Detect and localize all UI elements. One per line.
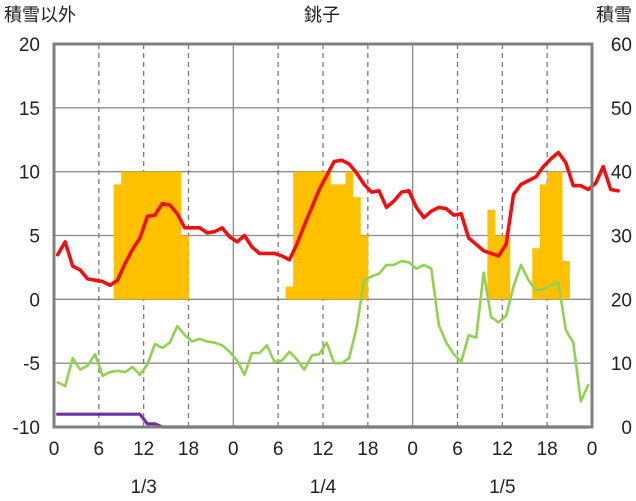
y-right-tick-label: 50: [611, 99, 632, 120]
x-hour-ticks: 0 6 12 18 0 6 12 18 0 6 12 18 0: [49, 439, 598, 460]
bar: [121, 171, 130, 300]
plot-frame: [52, 42, 594, 429]
y-right-axis-label: 積雪: [596, 5, 632, 26]
y-left-tick-label: 20: [19, 35, 40, 56]
bar: [113, 184, 122, 300]
bar: [300, 171, 309, 300]
x-tick-label: 0: [49, 439, 60, 460]
y-left-tick-label: 5: [29, 227, 40, 248]
chart-title: 銚子: [304, 5, 340, 26]
x-tick-label: 6: [94, 439, 105, 460]
x-tick-label: 12: [312, 439, 333, 460]
y-left-tick-label: 0: [29, 290, 40, 311]
bar: [352, 197, 361, 300]
bar: [337, 184, 346, 300]
date-label: 1/4: [310, 477, 337, 498]
x-tick-label: 12: [133, 439, 154, 460]
series-line-1: [56, 259, 590, 403]
bar: [143, 171, 152, 300]
y-right-tick-label: 20: [611, 290, 632, 311]
bar: [502, 235, 511, 300]
x-tick-label: 18: [178, 439, 199, 460]
x-tick-label: 18: [537, 439, 558, 460]
bar: [562, 261, 570, 300]
date-label: 1/3: [130, 477, 156, 498]
y-left-ticks: 20 15 10 5 0 -5 -10: [13, 35, 40, 439]
bar: [532, 248, 541, 300]
bar: [330, 184, 339, 300]
bar: [494, 235, 503, 300]
date-label: 1/5: [489, 477, 515, 498]
y-left-axis-label: 積雪以外: [4, 5, 76, 26]
bar: [323, 171, 331, 300]
x-tick-label: 6: [452, 439, 463, 460]
snow-bars: [113, 171, 570, 300]
y-right-tick-label: 60: [611, 35, 632, 56]
bar: [181, 235, 189, 300]
x-tick-label: 18: [357, 439, 378, 460]
date-labels: 1/3 1/4 1/5: [130, 477, 515, 498]
x-tick-label: 12: [492, 439, 513, 460]
bar: [285, 286, 294, 300]
bar: [166, 171, 174, 300]
bar: [151, 171, 160, 300]
y-left-tick-label: -10: [13, 418, 40, 439]
bar: [547, 171, 556, 300]
bar: [158, 171, 167, 300]
x-tick-label: 6: [273, 439, 284, 460]
bar: [554, 171, 563, 300]
bar: [293, 171, 301, 300]
x-tick-label: 0: [587, 439, 598, 460]
bar: [360, 235, 369, 300]
bar: [308, 171, 316, 300]
y-right-ticks: 60 50 40 30 20 10 0: [611, 35, 632, 439]
bar: [173, 171, 182, 300]
bar: [539, 184, 548, 300]
series-line-0: [55, 150, 621, 288]
x-tick-label: 0: [228, 439, 239, 460]
y-right-tick-label: 40: [611, 163, 632, 184]
y-left-tick-label: 10: [19, 163, 40, 184]
y-left-tick-label: 15: [19, 99, 40, 120]
bar: [345, 171, 354, 300]
bar: [128, 171, 137, 300]
y-left-tick-label: -5: [23, 354, 40, 375]
y-right-tick-label: 0: [621, 418, 632, 439]
bar: [315, 171, 324, 300]
y-right-tick-label: 10: [611, 354, 632, 375]
grid: [54, 44, 592, 427]
y-right-tick-label: 30: [611, 227, 632, 248]
x-tick-label: 0: [407, 439, 418, 460]
